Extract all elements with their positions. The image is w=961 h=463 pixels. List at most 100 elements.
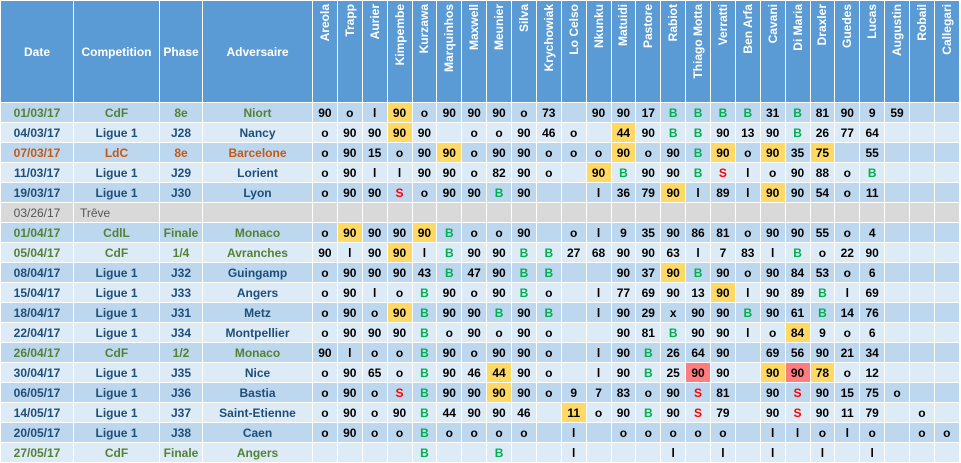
match-competition: CdF [73, 442, 160, 463]
player-cell [933, 182, 960, 203]
player-cell: o [336, 102, 363, 123]
player-cell [560, 202, 587, 223]
player-name: Cavani [765, 4, 780, 44]
player-cell: B [635, 402, 662, 423]
player-cell [585, 262, 612, 283]
player-cell: 59 [884, 102, 910, 123]
match-phase [159, 202, 203, 223]
table-row: 07/03/17 LdC 8e Barcelone o 90 15 o 90 90 o 90 90 o o o… [0, 142, 960, 163]
player-cell [560, 102, 587, 123]
player-cell: 90 [660, 182, 687, 203]
player-cell: o [610, 422, 637, 443]
player-cell: o [660, 422, 687, 443]
player-cell: o [312, 262, 338, 283]
match-competition: Ligue 1 [73, 302, 160, 323]
player-cell: o [635, 382, 662, 403]
match-opponent: Avranches [202, 242, 313, 263]
player-cell: 90 [486, 142, 512, 163]
player-cell: o [535, 162, 562, 183]
player-cell: 64 [685, 342, 711, 363]
player-cell [685, 202, 711, 223]
player-cell [411, 202, 438, 223]
player-cell [336, 202, 363, 223]
player-cell: 90 [436, 382, 463, 403]
player-cell [909, 222, 935, 243]
player-cell: l [585, 222, 612, 243]
match-opponent: Caen [202, 422, 313, 443]
player-cell: o [585, 142, 612, 163]
header-player: Nkunku [585, 0, 612, 103]
player-cell: 90 [784, 182, 811, 203]
player-cell: o [486, 322, 512, 343]
player-cell: B [411, 322, 438, 343]
match-competition: Ligue 1 [73, 362, 160, 383]
player-cell: B [411, 402, 438, 423]
player-name: Thiago Motta [691, 4, 706, 79]
player-cell: 82 [486, 162, 512, 183]
player-cell: l [734, 282, 761, 303]
player-cell: 9 [560, 382, 587, 403]
header-player: Robail [909, 0, 935, 103]
player-cell: o [312, 122, 338, 143]
player-cell: 90 [411, 142, 438, 163]
player-cell: 90 [710, 322, 736, 343]
player-cell: 69 [859, 282, 886, 303]
player-name: Nkunku [591, 4, 606, 49]
player-cell: B [436, 262, 463, 283]
player-cell: 22 [834, 242, 861, 263]
player-cell: o [486, 222, 512, 243]
header-player: Lucas [859, 0, 886, 103]
player-cell: 90 [784, 362, 811, 383]
player-cell: S [386, 382, 413, 403]
player-cell: l [834, 422, 861, 443]
player-cell: S [710, 162, 736, 183]
player-cell: 46 [535, 122, 562, 143]
player-cell [909, 102, 935, 123]
player-cell: 83 [610, 382, 637, 403]
player-cell [560, 362, 587, 383]
match-date: 01/04/17 [0, 222, 74, 243]
player-cell: B [685, 162, 711, 183]
player-cell [909, 302, 935, 323]
player-cell: 90 [361, 182, 388, 203]
header-player: Meunier [486, 0, 512, 103]
match-date: 27/05/17 [0, 442, 74, 463]
header-player: Pastore [635, 0, 662, 103]
player-cell [933, 102, 960, 123]
player-cell: 90 [336, 422, 363, 443]
header-row: Date Competition Phase Adversaire Areola… [0, 0, 960, 103]
player-cell: 65 [361, 362, 388, 383]
player-cell: 90 [660, 282, 687, 303]
player-cell: o [461, 222, 488, 243]
player-cell: S [784, 382, 811, 403]
player-cell: B [734, 302, 761, 323]
player-name: Robail [914, 4, 929, 41]
player-cell [933, 122, 960, 143]
player-cell: o [834, 182, 861, 203]
header-player: Cavani [759, 0, 786, 103]
player-cell: 90 [610, 322, 637, 343]
player-cell: 90 [710, 342, 736, 363]
player-cell: o [436, 322, 463, 343]
player-cell [884, 162, 910, 183]
header-player: Matuidi [610, 0, 637, 103]
player-cell: 31 [759, 102, 786, 123]
player-cell [933, 242, 960, 263]
player-cell: S [685, 402, 711, 423]
match-opponent: Bastia [202, 382, 313, 403]
player-cell: 90 [585, 102, 612, 123]
player-cell [585, 322, 612, 343]
player-cell [535, 402, 562, 423]
player-cell [336, 442, 363, 463]
player-cell [436, 442, 463, 463]
header-player: Callegari [933, 0, 960, 103]
player-name: Krychowiak [541, 4, 556, 72]
player-cell: 90 [635, 242, 662, 263]
player-cell: 90 [710, 122, 736, 143]
player-cell: l [336, 242, 363, 263]
player-cell: o [312, 322, 338, 343]
player-cell: 90 [759, 142, 786, 163]
